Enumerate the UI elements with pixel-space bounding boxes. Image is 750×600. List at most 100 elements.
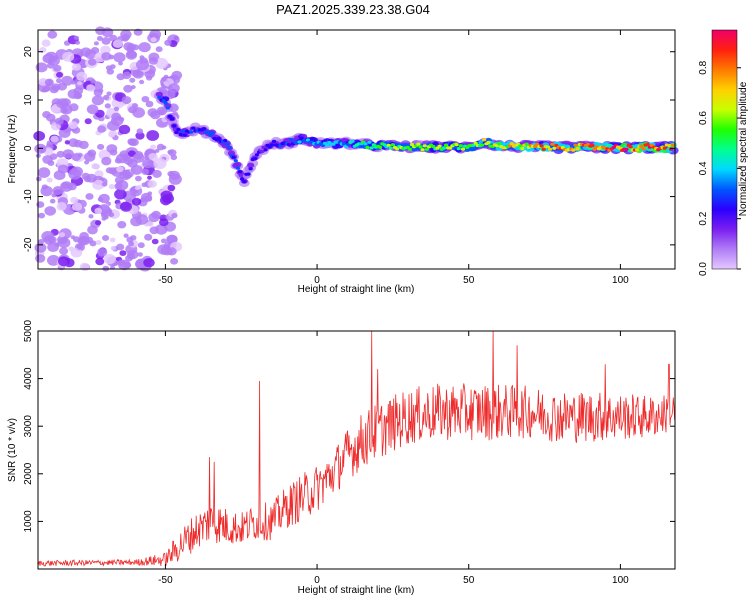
snr-y-tick-label: 4000 (23, 367, 34, 390)
heatmap-cell (53, 170, 66, 181)
heatmap-ridge-cell (395, 147, 400, 151)
heatmap-cell (77, 153, 83, 158)
heatmap-cell (147, 108, 158, 117)
snr-y-tick-label: 1000 (23, 510, 34, 533)
heatmap-cell (71, 202, 83, 211)
heatmap-cell (70, 196, 78, 204)
heatmap-cell (84, 160, 90, 165)
heatmap-cell (64, 140, 70, 145)
heatmap-cell (148, 212, 160, 223)
heatmap-cell (105, 65, 112, 71)
heatmap-cell (108, 184, 115, 190)
heatmap-ridge-cell (458, 144, 463, 148)
heatmap-cell (76, 71, 88, 81)
heatmap-y-tick-label: -10 (23, 189, 34, 204)
heatmap-ridge-cell (480, 143, 485, 147)
heatmap-cell (130, 164, 143, 175)
heatmap-cell (159, 218, 169, 227)
heatmap-cell (95, 240, 102, 245)
heatmap-cell (166, 247, 177, 256)
heatmap-cell (73, 92, 83, 100)
colorbar-tick-label: 0.0 (698, 262, 709, 276)
heatmap-cell (75, 40, 81, 45)
heatmap-ridge-cell (170, 117, 175, 121)
heatmap-ridge-cell (248, 167, 253, 171)
colorbar-label: Normalized spectral amplitude (738, 81, 749, 216)
heatmap-ridge-cell (216, 136, 221, 140)
heatmap-ridge-cell (242, 180, 247, 184)
heatmap-ridge-cell (437, 144, 442, 148)
heatmap-cell (97, 143, 105, 150)
heatmap-cell (105, 167, 114, 174)
heatmap-cell (164, 39, 172, 46)
snr-frame (37, 330, 676, 570)
heatmap-ridge-cell (180, 129, 185, 133)
snr-series (37, 330, 675, 567)
heatmap-cell (88, 214, 94, 219)
heatmap-ridge-cell (182, 133, 187, 137)
heatmap-cell (115, 180, 129, 191)
heatmap-cell (56, 78, 62, 84)
heatmap-cell (94, 170, 104, 178)
heatmap-cell (123, 42, 134, 51)
colorbar-tick-label: 0.6 (698, 111, 709, 125)
heatmap-cell (46, 177, 53, 183)
heatmap-ridge-cell (541, 147, 546, 151)
heatmap-ridge-cell (342, 142, 347, 146)
heatmap-cell (123, 156, 134, 165)
heatmap-ridge-cell (390, 143, 395, 147)
heatmap-ridge-cell (210, 131, 215, 135)
heatmap-panel: -50 0 50 100 -20 -10 0 10 20 Height of straight… (7, 26, 679, 295)
snr-y-tick-label: 3000 (23, 415, 34, 438)
heatmap-ridge-cell (157, 95, 162, 99)
snr-y-ticks: 1000 2000 3000 4000 5000 (23, 319, 675, 533)
heatmap-ridge-cell (165, 106, 170, 110)
heatmap-ridge-cell (573, 143, 578, 147)
heatmap-ridge-cell (172, 124, 177, 128)
heatmap-y-tick-label: 20 (23, 46, 34, 58)
heatmap-cell (141, 168, 150, 175)
heatmap-cell (147, 175, 152, 180)
snr-y-tick-label: 5000 (23, 319, 34, 342)
heatmap-cell (137, 252, 143, 257)
heatmap-ridge-cell (237, 170, 243, 174)
heatmap-ridge-cell (371, 143, 376, 147)
heatmap-cell (121, 96, 132, 105)
heatmap-ridge-cell (225, 142, 230, 146)
heatmap-cell (151, 238, 159, 245)
heatmap-cell (33, 131, 46, 141)
heatmap-cell (47, 236, 57, 244)
heatmap-cell (123, 233, 129, 238)
heatmap-cell (101, 52, 112, 61)
heatmap-ridge-cell (535, 142, 540, 146)
heatmap-cell (49, 198, 56, 204)
heatmap-y-axis-title: Frequency (Hz) (7, 115, 18, 184)
heatmap-cell (57, 237, 71, 248)
heatmap-cell (113, 106, 120, 112)
heatmap-cell (35, 254, 46, 263)
heatmap-cell (171, 70, 183, 80)
heatmap-ridge-cell (635, 148, 640, 152)
heatmap-cell (128, 106, 137, 114)
heatmap-cell (92, 179, 105, 190)
heatmap-ridge-cell (624, 147, 629, 151)
heatmap-cell (148, 57, 158, 65)
heatmap-ridge-cell (286, 143, 291, 147)
heatmap-cell (95, 220, 102, 226)
heatmap-x-tick-label: 100 (612, 275, 629, 286)
heatmap-ridge-cell (424, 147, 429, 151)
heatmap-ridge-cell (235, 166, 240, 170)
heatmap-cell (73, 35, 79, 40)
heatmap-ridge-cell (206, 130, 211, 134)
heatmap-cell (84, 118, 92, 125)
heatmap-cell (152, 169, 162, 178)
heatmap-ridge-cell (246, 172, 251, 176)
heatmap-cell (122, 173, 130, 179)
heatmap-ridge-cell (386, 143, 391, 147)
heatmap-ridge-cell (178, 132, 183, 137)
heatmap-ridge-cell (161, 99, 166, 103)
heatmap-ridge-cell (231, 155, 236, 159)
heatmap-cell (160, 238, 167, 244)
heatmap-ridge-cell (590, 143, 595, 148)
